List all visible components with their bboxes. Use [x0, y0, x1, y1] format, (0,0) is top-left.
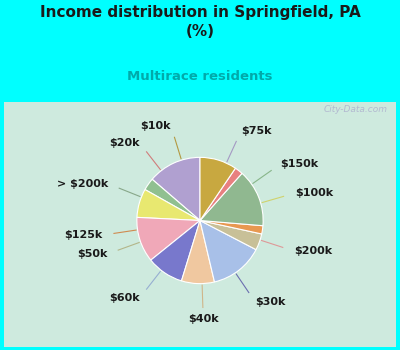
- Wedge shape: [200, 220, 263, 234]
- Text: $125k: $125k: [64, 230, 102, 240]
- Wedge shape: [200, 220, 262, 250]
- Wedge shape: [200, 220, 256, 282]
- Wedge shape: [137, 217, 200, 260]
- Text: > $200k: > $200k: [57, 179, 108, 189]
- Text: $40k: $40k: [188, 314, 218, 324]
- Text: City-Data.com: City-Data.com: [324, 105, 388, 114]
- Text: $150k: $150k: [281, 159, 319, 169]
- Text: Income distribution in Springfield, PA
(%): Income distribution in Springfield, PA (…: [40, 5, 360, 39]
- Wedge shape: [152, 158, 200, 220]
- Text: $20k: $20k: [109, 138, 140, 148]
- Wedge shape: [151, 220, 200, 281]
- FancyBboxPatch shape: [4, 102, 396, 346]
- Text: $50k: $50k: [77, 249, 107, 259]
- Wedge shape: [200, 168, 242, 220]
- Wedge shape: [200, 158, 236, 220]
- Text: $10k: $10k: [140, 121, 171, 131]
- Text: $30k: $30k: [255, 297, 286, 307]
- Wedge shape: [137, 190, 200, 220]
- Text: $100k: $100k: [295, 188, 333, 198]
- Text: $200k: $200k: [294, 246, 332, 256]
- Text: $75k: $75k: [241, 126, 272, 136]
- Text: $60k: $60k: [109, 293, 140, 303]
- Wedge shape: [145, 179, 200, 220]
- Wedge shape: [200, 173, 263, 226]
- Text: Multirace residents: Multirace residents: [127, 70, 273, 83]
- Wedge shape: [182, 220, 214, 284]
